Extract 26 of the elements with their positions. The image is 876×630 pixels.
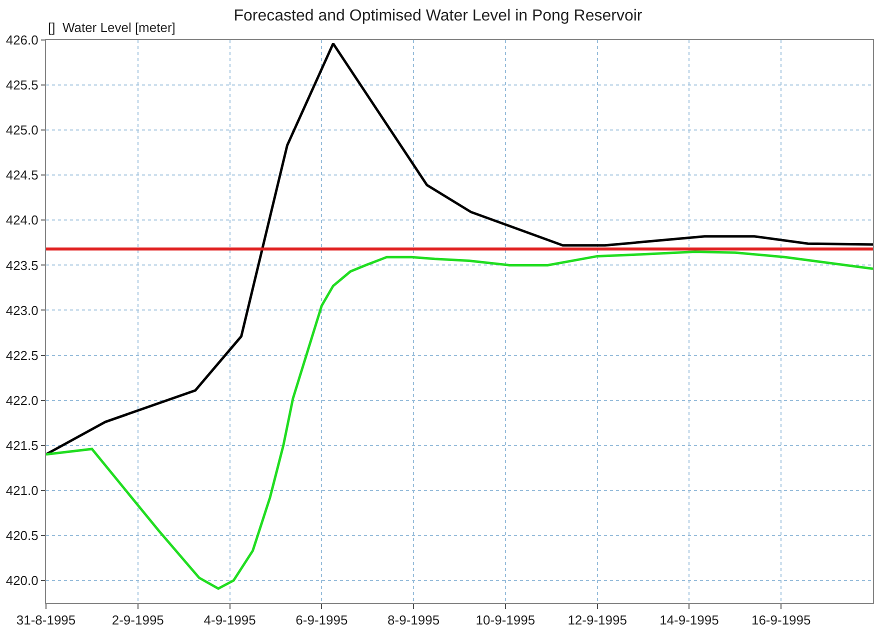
y-tick-label: 422.5 xyxy=(6,348,38,363)
x-tick-label: 14-9-1995 xyxy=(660,612,719,628)
x-tick-label: 4-9-1995 xyxy=(204,612,256,628)
y-tick-label: 425.0 xyxy=(6,122,38,138)
x-tick-label: 10-9-1995 xyxy=(476,612,536,628)
y-tick-label: 424.5 xyxy=(6,168,38,183)
y-tick-label: 420.0 xyxy=(6,573,38,588)
chart-title: Forecasted and Optimised Water Level in Pong Reservoir xyxy=(234,8,643,25)
y-tick-label: 426.0 xyxy=(6,32,38,48)
y-tick-label: 421.5 xyxy=(6,438,38,453)
y-axis-title: [] Water Level [meter] xyxy=(48,20,176,35)
y-tick-label: 422.0 xyxy=(6,392,38,408)
y-tick-label: 423.0 xyxy=(6,302,38,318)
y-tick-label: 425.5 xyxy=(6,78,38,93)
y-tick-label: 421.0 xyxy=(6,482,38,498)
y-tick-label: 420.5 xyxy=(6,528,38,543)
y-tick-label: 424.0 xyxy=(6,212,38,228)
line-series xyxy=(46,42,873,456)
x-tick-label: 31-8-1995 xyxy=(16,612,76,628)
x-tick-label: 12-9-1995 xyxy=(568,612,627,628)
x-tick-label: 2-9-1995 xyxy=(112,612,164,628)
x-tick-label: 16-9-1995 xyxy=(751,612,811,628)
y-tick-label: 423.5 xyxy=(6,258,38,273)
x-tick-label: 8-9-1995 xyxy=(388,612,440,628)
x-tick-label: 6-9-1995 xyxy=(296,612,348,628)
line-series xyxy=(46,250,873,590)
